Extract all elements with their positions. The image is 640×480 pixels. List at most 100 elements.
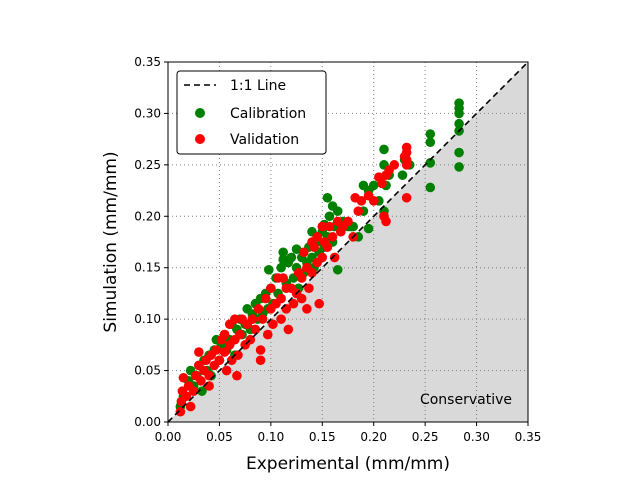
validation-point [178,372,189,383]
validation-point [194,347,204,357]
validation-point [298,247,309,258]
legend-label-calibration: Calibration [230,106,306,122]
calibration-point [454,118,464,129]
x-tick-label: 0.10 [257,430,284,444]
calibration-point [358,180,369,191]
calibration-point [286,252,297,263]
validation-point [221,365,232,376]
y-tick-label: 0.30 [134,106,161,120]
validation-point [307,237,317,247]
validation-point [368,196,379,206]
y-tick-label: 0.20 [134,209,161,223]
validation-point [262,329,273,340]
calibration-point [278,254,289,265]
legend-label-line: 1:1 Line [230,78,286,94]
validation-point [322,242,333,252]
calibration-point [291,244,302,254]
calibration-point [454,147,464,158]
validation-point [283,324,294,335]
validation-point [389,160,400,170]
calibration-point [322,192,333,203]
validation-point [317,221,328,232]
validation-point [302,304,312,314]
validation-point [329,252,340,263]
validation-point [401,154,412,165]
validation-point [260,293,271,304]
validation-point [214,355,225,366]
validation-point [235,329,245,340]
validation-point [196,376,206,386]
validation-point [268,319,278,330]
validation-point [317,252,328,263]
x-tick-label: 0.20 [360,430,387,444]
validation-point [230,314,240,324]
x-tick-label: 0.30 [463,430,490,444]
calibration-point [278,247,289,258]
validation-point [219,347,230,357]
calibration-point [332,264,343,275]
legend-label-validation: Validation [230,132,299,148]
validation-point [401,192,412,203]
validation-point [250,324,261,335]
conservative-label: Conservative [420,392,512,408]
validation-point [247,314,258,324]
calibration-point [425,182,436,193]
validation-point [253,304,264,314]
y-axis-ticks: 0.00 0.05 0.10 0.15 0.20 0.25 0.30 0.35 [134,55,168,429]
validation-point [377,178,387,189]
x-tick-label: 0.00 [155,430,182,444]
validation-point [278,273,289,283]
calibration-point [276,262,286,273]
y-tick-label: 0.35 [134,55,161,69]
legend-box [176,70,327,155]
x-tick-label: 0.35 [515,430,542,444]
calibration-point [454,162,464,172]
y-axis-title: Simulation (mm/mm) [101,151,121,332]
validation-point [307,268,317,278]
validation-point [314,298,325,309]
validation-point [219,329,230,340]
validation-point [296,273,307,283]
y-tick-label: 0.00 [134,415,161,429]
calibration-point [397,170,408,180]
validation-point [204,381,214,391]
calibration-point [425,129,436,139]
x-tick-label: 0.25 [412,430,439,444]
x-tick-label: 0.15 [309,430,336,444]
validation-point [255,345,266,355]
x-tick-label: 0.05 [206,430,233,444]
validation-point [343,216,353,227]
x-axis-ticks: 0.00 0.05 0.10 0.15 0.20 0.25 0.30 0.35 [155,422,542,444]
validation-point [288,298,299,309]
validation-point [175,406,186,417]
calibration-point [363,223,374,234]
y-tick-label: 0.10 [134,312,161,326]
validation-point [296,293,307,304]
validation-point [204,370,214,381]
y-tick-label: 0.15 [134,261,161,275]
calibration-point [332,206,343,216]
y-tick-label: 0.25 [134,158,161,172]
validation-point [185,401,196,412]
validation-point [211,345,222,355]
calibration-point [454,98,464,108]
validation-point [356,196,367,206]
validation-point [304,283,314,294]
validation-point [381,216,391,227]
calibration-point [197,386,207,396]
legend-validation-marker [195,134,205,144]
calibration-point [425,158,436,168]
plot-frame [167,61,529,423]
validation-point [181,391,192,402]
calibration-point [425,137,436,148]
data-points [175,98,464,417]
y-tick-label: 0.05 [134,364,161,378]
x-axis-title: Experimental (mm/mm) [246,454,450,474]
calibration-point [379,144,389,155]
validation-point [232,370,242,381]
validation-point [233,350,243,360]
validation-point [188,386,199,396]
validation-point [401,142,412,153]
validation-point [324,221,335,232]
